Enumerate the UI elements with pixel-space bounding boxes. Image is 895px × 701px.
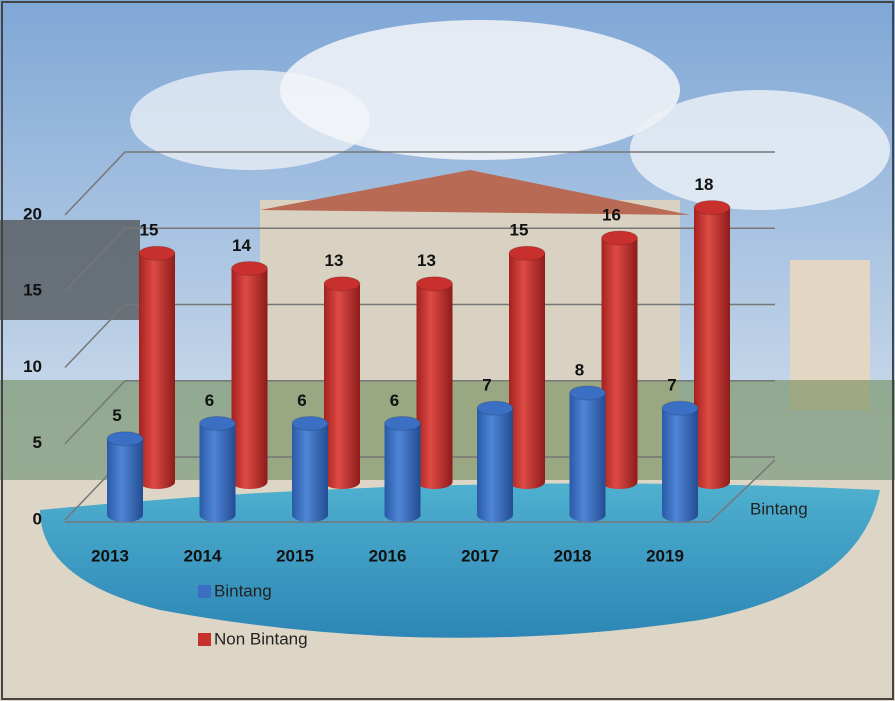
y-tick-label: 0	[33, 509, 42, 528]
cylinder-top	[601, 230, 638, 246]
bar	[231, 268, 268, 482]
cylinder-top	[476, 400, 514, 416]
y-tick-label: 5	[33, 433, 42, 452]
legend-label: Non Bintang	[214, 629, 308, 648]
y-tick-label: 20	[23, 204, 42, 223]
value-label: 6	[297, 391, 306, 410]
x-tick-label: 2017	[461, 546, 499, 565]
value-label: 16	[602, 205, 621, 224]
bar	[662, 408, 698, 515]
value-label: 15	[140, 221, 159, 240]
x-tick-label: 2015	[276, 546, 314, 565]
bar	[199, 423, 236, 515]
value-label: 7	[667, 376, 676, 395]
x-tick-label: 2014	[184, 546, 222, 565]
bar	[292, 423, 328, 515]
bar	[416, 283, 453, 482]
grid-line	[64, 380, 775, 445]
x-tick-label: 2018	[554, 546, 592, 565]
value-label: 14	[232, 236, 251, 255]
bar	[509, 253, 545, 482]
cylinder-top	[569, 385, 606, 401]
value-label: 13	[325, 251, 344, 270]
cylinder-top	[384, 416, 421, 431]
value-label: 5	[112, 406, 121, 425]
bar	[384, 423, 421, 515]
value-label: 6	[205, 391, 214, 410]
legend-label: Bintang	[214, 581, 272, 600]
bar	[601, 238, 638, 482]
x-tick-label: 2013	[91, 546, 129, 565]
grid-line	[64, 227, 775, 292]
cylinder-top	[323, 276, 361, 292]
y-tick-label: 15	[23, 281, 42, 300]
grid-line	[64, 151, 775, 216]
bar	[324, 283, 360, 482]
y-tick-label: 10	[23, 357, 42, 376]
x-tick-label: 2019	[646, 546, 684, 565]
cylinder-top	[231, 261, 268, 276]
legend-swatch	[198, 585, 211, 598]
grid-line	[64, 303, 775, 369]
value-label: 6	[390, 391, 399, 410]
bar	[477, 408, 513, 515]
cylinder-top	[661, 400, 699, 416]
value-label: 18	[695, 175, 714, 194]
value-label: 8	[575, 360, 584, 379]
bar	[107, 438, 143, 515]
depth-axis-label: Bintang	[750, 499, 808, 518]
bar	[139, 253, 175, 482]
bar	[694, 207, 730, 482]
cylinder-top	[138, 245, 176, 261]
bar	[569, 393, 606, 515]
cylinder-top	[291, 416, 329, 431]
value-label: 15	[510, 221, 529, 240]
cylinder-top	[508, 245, 546, 261]
cylinder-top	[106, 431, 144, 447]
x-tick-label: 2016	[369, 546, 407, 565]
floor-edge	[709, 459, 776, 523]
cylinder-top	[416, 276, 453, 292]
legend-swatch	[198, 633, 211, 646]
value-label: 13	[417, 251, 436, 270]
cylinder-top	[693, 200, 731, 215]
value-label: 7	[482, 376, 491, 395]
cylinder-top	[199, 416, 236, 431]
